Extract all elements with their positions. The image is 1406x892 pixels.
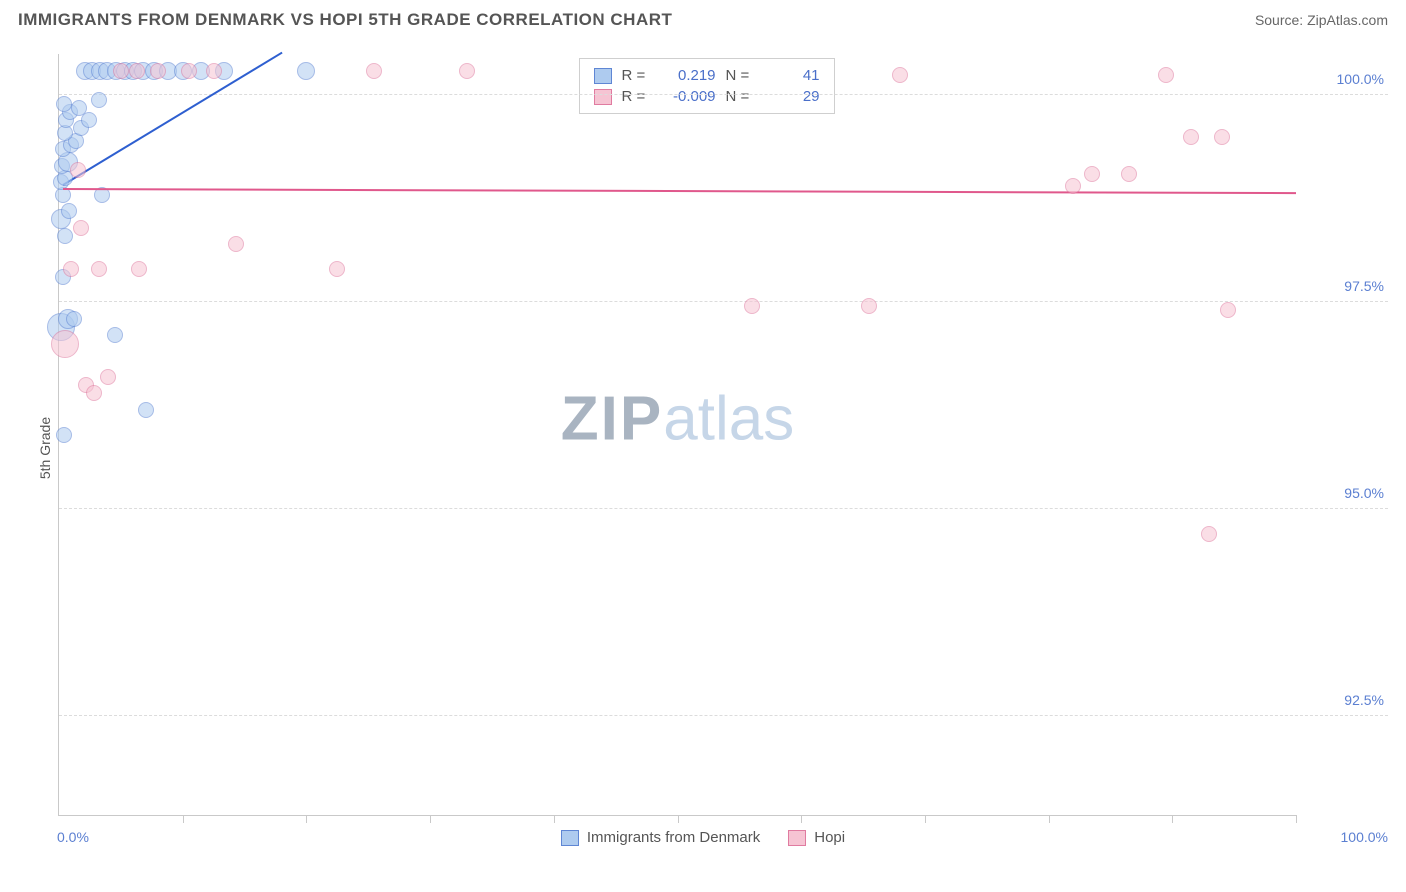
data-point	[73, 220, 89, 236]
data-point	[81, 112, 97, 128]
legend-label: Hopi	[814, 829, 845, 846]
data-point	[100, 369, 116, 385]
data-point	[91, 92, 107, 108]
data-point	[1214, 129, 1230, 145]
data-point	[113, 63, 129, 79]
data-point	[329, 261, 345, 277]
legend-swatch	[594, 89, 612, 105]
gridline	[59, 301, 1388, 302]
n-label: N =	[726, 88, 754, 105]
data-point	[297, 62, 315, 80]
r-label: R =	[622, 67, 650, 84]
x-tick	[183, 815, 184, 823]
x-tick	[1296, 815, 1297, 823]
data-point	[107, 327, 123, 343]
data-point	[744, 298, 760, 314]
data-point	[1065, 178, 1081, 194]
data-point	[1220, 302, 1236, 318]
data-point	[56, 96, 72, 112]
x-tick	[306, 815, 307, 823]
data-point	[61, 203, 77, 219]
data-point	[150, 63, 166, 79]
data-point	[1183, 129, 1199, 145]
x-tick	[430, 815, 431, 823]
r-value: 0.219	[660, 67, 716, 84]
chart-container: 5th Grade ZIPatlas R = 0.219 N = 41 R = -0.00…	[18, 44, 1388, 852]
legend-item: Immigrants from Denmark	[561, 829, 760, 846]
x-tick	[554, 815, 555, 823]
data-point	[1158, 67, 1174, 83]
x-tick	[1172, 815, 1173, 823]
data-point	[86, 385, 102, 401]
data-point	[459, 63, 475, 79]
legend-label: Immigrants from Denmark	[587, 829, 760, 846]
data-point	[66, 311, 82, 327]
watermark: ZIPatlas	[561, 384, 794, 455]
data-point	[71, 100, 87, 116]
x-tick	[801, 815, 802, 823]
legend-stat-row: R = -0.009 N = 29	[594, 86, 820, 107]
data-point	[63, 261, 79, 277]
data-point	[892, 67, 908, 83]
data-point	[228, 236, 244, 252]
data-point	[138, 402, 154, 418]
legend-swatch	[561, 830, 579, 846]
legend-item: Hopi	[788, 829, 845, 846]
trend-line	[63, 188, 1296, 194]
y-tick-label: 100.0%	[1304, 71, 1384, 87]
r-value: -0.009	[660, 88, 716, 105]
legend-stat-row: R = 0.219 N = 41	[594, 65, 820, 86]
data-point	[70, 162, 86, 178]
data-point	[181, 63, 197, 79]
x-tick	[925, 815, 926, 823]
y-axis-label: 5th Grade	[37, 417, 53, 479]
plot-area: ZIPatlas R =0.219N =41R =-0.009N =29 100…	[58, 54, 1296, 816]
y-tick-label: 97.5%	[1304, 278, 1384, 294]
n-value: 29	[764, 88, 820, 105]
n-value: 41	[764, 67, 820, 84]
data-point	[57, 228, 73, 244]
data-point	[1084, 166, 1100, 182]
data-point	[366, 63, 382, 79]
legend-stats: R = 0.219 N = 41 R = -0.009 N = 29	[579, 58, 835, 114]
chart-title: IMMIGRANTS FROM DENMARK VS HOPI 5TH GRAD…	[18, 10, 672, 30]
data-point	[206, 63, 222, 79]
legend-series: Immigrants from Denmark Hopi	[18, 829, 1388, 846]
data-point	[91, 261, 107, 277]
r-label: R =	[622, 88, 650, 105]
y-tick-label: 95.0%	[1304, 485, 1384, 501]
data-point	[56, 427, 72, 443]
data-point	[861, 298, 877, 314]
gridline	[59, 715, 1388, 716]
watermark-bold: ZIP	[561, 385, 663, 454]
watermark-light: atlas	[663, 385, 794, 454]
source-label: Source: ZipAtlas.com	[1255, 12, 1388, 28]
n-label: N =	[726, 67, 754, 84]
legend-swatch	[594, 68, 612, 84]
gridline	[59, 508, 1388, 509]
data-point	[1121, 166, 1137, 182]
data-point	[1201, 526, 1217, 542]
data-point	[51, 330, 79, 358]
legend-swatch	[788, 830, 806, 846]
data-point	[129, 63, 145, 79]
x-tick	[678, 815, 679, 823]
x-tick	[1049, 815, 1050, 823]
y-tick-label: 92.5%	[1304, 692, 1384, 708]
data-point	[131, 261, 147, 277]
gridline	[59, 94, 1388, 95]
